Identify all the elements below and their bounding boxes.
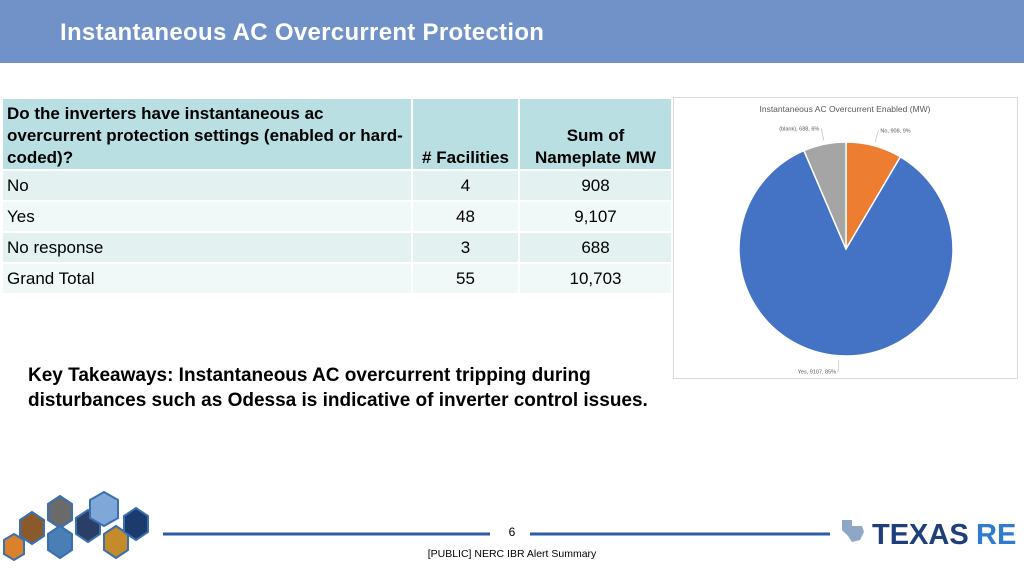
table-cell: 688 [520,233,671,262]
column-header: Sum of Nameplate MW [520,99,671,169]
table: Do the inverters have instantaneous ac o… [3,99,671,293]
table-cell: Grand Total [3,264,411,293]
footer: 6 [PUBLIC] NERC IBR Alert Summary TEXAS … [3,490,1016,562]
data-label: No, 908, 9% [880,128,910,134]
chart-title: Instantaneous AC Overcurrent Enabled (MW… [759,104,930,114]
takeaway: Key Takeaways: Instantaneous AC overcurr… [28,365,648,411]
page-number: 6 [509,525,516,539]
table-cell: 4 [413,171,518,200]
logo-text: RE [976,519,1016,551]
leader-line [874,130,879,143]
decorative-hexagons [3,490,149,562]
table-cell: Yes [3,202,411,231]
leader-line [820,128,825,141]
pie-chart: Instantaneous AC Overcurrent Enabled (MW… [738,104,954,376]
logo-text: TEXAS [872,519,969,551]
table-cell: 9,107 [520,202,671,231]
table-cell: 10,703 [520,264,671,293]
pie-slice [738,149,954,357]
table-cell: No response [3,233,411,262]
data-label: Yes, 9107, 85% [798,370,836,376]
logo: TEXAS RE [842,519,1016,551]
chart-frame: Instantaneous AC Overcurrent Enabled (MW… [673,97,1018,379]
column-header: # Facilities [413,99,518,169]
table-cell: 3 [413,233,518,262]
data-label: (blank), 688, 6% [779,126,819,132]
header-bar: Instantaneous AC Overcurrent Protection [0,0,1024,63]
table-cell: 908 [520,171,671,200]
slide-title: Instantaneous AC Overcurrent Protection [60,19,545,46]
leader-line [837,359,840,372]
table-cell: 55 [413,264,518,293]
column-header: Do the inverters have instantaneous ac o… [3,99,411,169]
pie-slice [802,141,847,250]
table-cell: 48 [413,202,518,231]
footer-note: [PUBLIC] NERC IBR Alert Summary [428,548,597,560]
table-cell: No [3,171,411,200]
